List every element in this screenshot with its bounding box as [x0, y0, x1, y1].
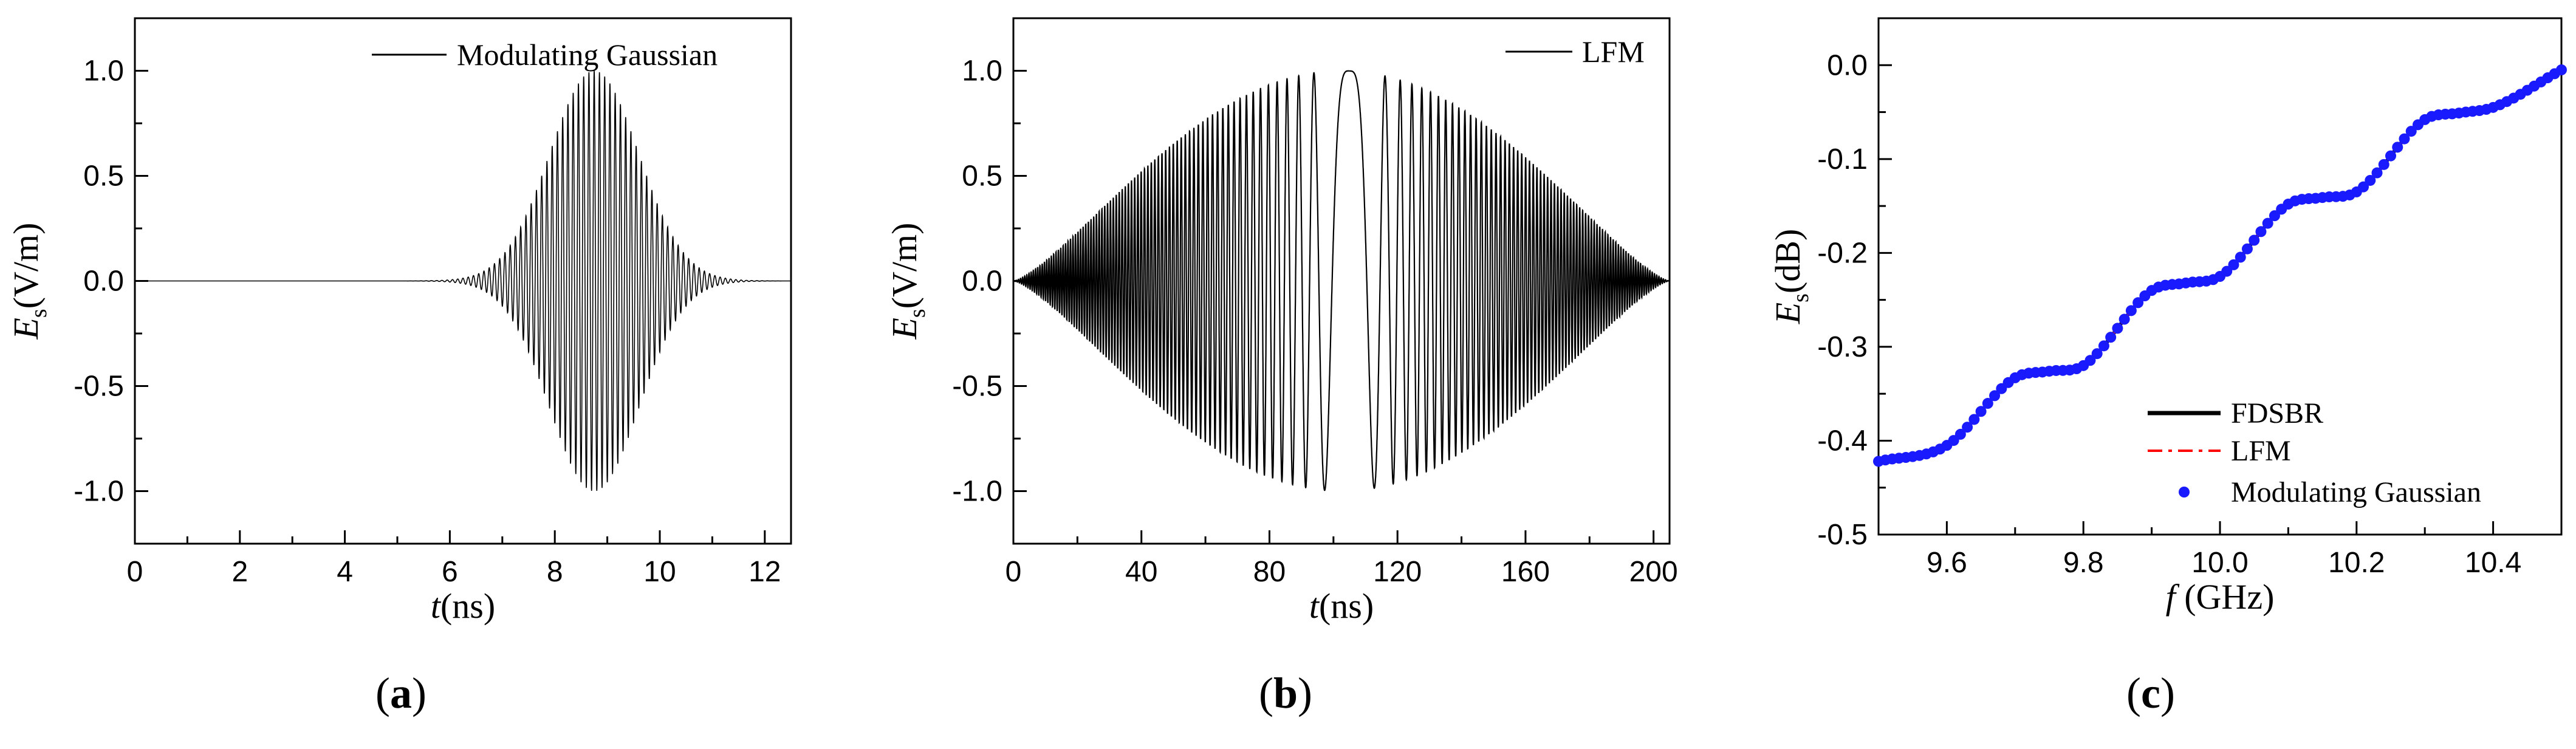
y-tick-label: -1.0	[74, 476, 124, 508]
series-marker-modulating-gaussian	[2241, 243, 2253, 255]
series-marker-modulating-gaussian	[2255, 226, 2267, 238]
y-tick-label: 0.5	[962, 160, 1002, 193]
x-tick-label: 0	[1005, 556, 1022, 588]
y-tick-label: 1.0	[962, 55, 1002, 87]
x-axis-label: t(ns)	[431, 586, 495, 626]
x-tick-label: 160	[1501, 556, 1550, 588]
series-line-lfm	[1878, 69, 2562, 463]
series-marker-modulating-gaussian	[1954, 428, 1966, 440]
series-marker-modulating-gaussian	[2084, 355, 2096, 366]
y-tick-label: 0.0	[83, 265, 124, 298]
panel-b: 0 40 80 120 160 200 -1.0 -0.5 0.0 0.5 1.0 t(ns) Es(V…	[885, 17, 1678, 626]
series-marker-modulating-gaussian	[2228, 259, 2239, 270]
caption-c: (c)	[2126, 669, 2175, 717]
y-tick-label: -0.5	[74, 371, 124, 403]
x-tick-label: 120	[1373, 556, 1422, 588]
series-marker-modulating-gaussian	[2405, 126, 2417, 137]
x-tick-label: 8	[547, 556, 563, 588]
x-tick-label: 2	[231, 556, 248, 588]
x-tick-label: 9.8	[2063, 547, 2104, 579]
x-tick-label: 40	[1125, 556, 1157, 588]
series-line-fdsbr	[1878, 68, 2563, 463]
series-line-lfm	[1013, 70, 1670, 491]
series-marker-modulating-gaussian	[1962, 422, 1973, 433]
legend-label-lfm: LFM	[1582, 35, 1645, 69]
y-axis-label: Es(dB)	[1768, 229, 1814, 325]
series-marker-modulating-gaussian	[2556, 64, 2567, 75]
series-marker-modulating-gaussian	[2269, 210, 2280, 222]
x-tick-label: 10.2	[2328, 547, 2385, 579]
series-line-modulating-gaussian	[135, 70, 791, 491]
y-tick-label: 1.0	[83, 55, 124, 87]
series-marker-modulating-gaussian	[1989, 390, 2001, 402]
x-tick-label: 80	[1253, 556, 1286, 588]
x-tick-label: 12	[748, 556, 781, 588]
caption-a: (a)	[375, 669, 426, 717]
series-marker-modulating-gaussian	[1975, 406, 1987, 417]
series-marker-modulating-gaussian	[2262, 217, 2273, 229]
series-marker-modulating-gaussian	[2091, 348, 2103, 360]
series-marker-modulating-gaussian	[1982, 398, 1993, 409]
series-marker-modulating-gaussian	[2392, 142, 2403, 153]
series-marker-modulating-gaussian	[2221, 265, 2233, 277]
y-tick-label: 0.5	[83, 160, 124, 193]
y-tick-label: -0.1	[1817, 143, 1868, 176]
y-tick-label: -1.0	[952, 476, 1002, 508]
series-marker-modulating-gaussian	[2112, 323, 2123, 334]
legend-label-modulating-gaussian: Modulating Gaussian	[2231, 476, 2481, 508]
y-tick-label: -0.5	[1817, 519, 1868, 551]
series-marker-modulating-gaussian	[2365, 174, 2376, 186]
series-marker-modulating-gaussian	[2371, 167, 2383, 179]
x-axis-label: t(ns)	[1309, 586, 1374, 626]
x-tick-label: 10.4	[2465, 547, 2521, 579]
panel-a: 0 2 4 6 8 10 12 -1.0 -0.5 0.0 0.5 1.0 t(ns) Es(V/m) Mo…	[6, 17, 792, 626]
y-axis-label: Es(V/m)	[6, 223, 52, 340]
x-tick-label: 4	[337, 556, 353, 588]
x-tick-label: 6	[442, 556, 458, 588]
x-tick-label: 9.6	[1927, 547, 1967, 579]
legend-label-modulating-gaussian: Modulating Gaussian	[457, 38, 718, 72]
series-marker-modulating-gaussian	[2399, 133, 2410, 145]
y-axis-label: Es(V/m)	[885, 223, 930, 340]
y-tick-label: -0.5	[952, 371, 1002, 403]
series-marker-modulating-gaussian	[2098, 340, 2109, 352]
x-tick-label: 0	[127, 556, 143, 588]
series-marker-modulating-gaussian	[2119, 313, 2130, 325]
series-marker-modulating-gaussian	[2358, 181, 2369, 193]
y-tick-label: -0.4	[1817, 425, 1868, 457]
x-axis-label: f (GHz)	[2166, 577, 2275, 617]
series-marker-modulating-gaussian	[2125, 305, 2137, 316]
x-tick-label: 200	[1629, 556, 1678, 588]
series-marker-modulating-gaussian	[2132, 297, 2144, 309]
series-marker-modulating-gaussian	[2249, 234, 2260, 246]
series-marker-modulating-gaussian	[2105, 332, 2117, 343]
legend-label-fdsbr: FDSBR	[2231, 397, 2323, 429]
series-marker-modulating-gaussian	[2378, 159, 2389, 170]
y-tick-label: -0.2	[1817, 237, 1868, 269]
panel-c: 9.6 9.8 10.0 10.2 10.4 -0.5 -0.4 -0.3 -0.2 -0.1 0.…	[1768, 17, 2567, 617]
y-tick-label: 0.0	[1827, 49, 1868, 81]
series-marker-modulating-gaussian	[2385, 150, 2396, 162]
legend-label-lfm: LFM	[2231, 435, 2291, 467]
x-tick-label: 10	[643, 556, 676, 588]
legend-marker-modulating-gaussian	[2179, 487, 2190, 498]
y-tick-label: -0.3	[1817, 331, 1868, 363]
series-marker-modulating-gaussian	[1968, 414, 1980, 425]
series-marker-modulating-gaussian	[2235, 251, 2246, 263]
x-tick-label: 10.0	[2191, 547, 2248, 579]
y-tick-label: 0.0	[962, 265, 1002, 298]
caption-b: (b)	[1258, 669, 1312, 717]
